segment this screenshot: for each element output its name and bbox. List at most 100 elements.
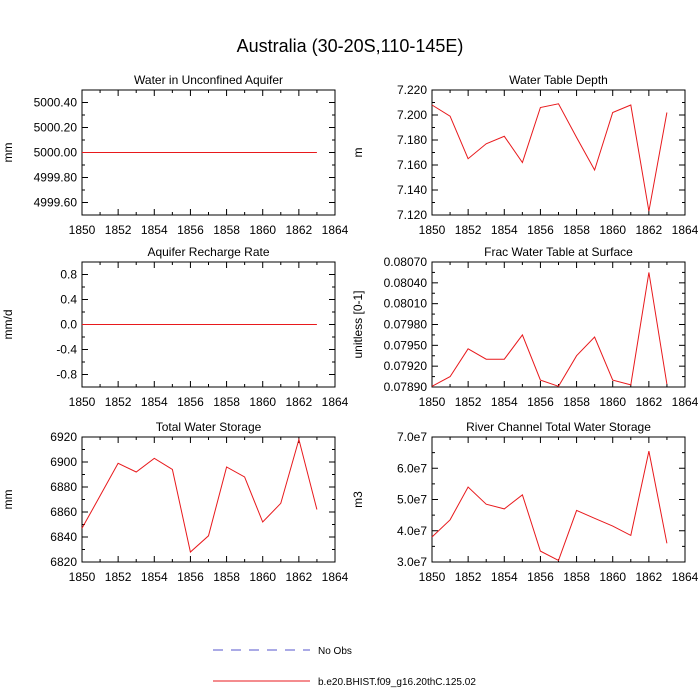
x-tick-label: 1854 bbox=[141, 395, 168, 409]
x-tick-label: 1858 bbox=[213, 395, 240, 409]
y-tick-label: 0.08040 bbox=[384, 276, 428, 290]
x-tick-label: 1860 bbox=[249, 395, 276, 409]
x-tick-label: 1860 bbox=[599, 570, 626, 584]
x-tick-label: 1854 bbox=[491, 223, 518, 237]
y-axis-label: mm bbox=[1, 143, 15, 163]
x-tick-label: 1852 bbox=[455, 223, 482, 237]
y-tick-label: 0.08070 bbox=[384, 255, 428, 269]
plot-frame bbox=[81, 436, 336, 563]
chart-panel-5: Total Water Storage mm 1850 1852 1854 1856 185… bbox=[1, 420, 349, 584]
y-tick-label: 0.0 bbox=[60, 318, 77, 332]
x-tick-label: 1862 bbox=[286, 223, 313, 237]
y-tick-label: 4999.60 bbox=[34, 196, 78, 210]
x-tick-label: 1858 bbox=[213, 570, 240, 584]
x-tick-label: 1854 bbox=[141, 223, 168, 237]
x-tick-label: 1862 bbox=[636, 223, 663, 237]
y-tick-label: 0.8 bbox=[60, 268, 77, 282]
y-tick-label: -0.8 bbox=[56, 368, 77, 382]
chart-panel-4: Frac Water Table at Surface unitless [0-1… bbox=[351, 245, 699, 409]
chart-panel-3: Aquifer Recharge Rate mm/d 1850 1852 1854 185… bbox=[1, 245, 349, 409]
x-tick-label: 1864 bbox=[672, 395, 699, 409]
chart-title: River Channel Total Water Storage bbox=[466, 420, 651, 434]
x-tick-label: 1862 bbox=[636, 570, 663, 584]
legend-label: No Obs bbox=[318, 646, 352, 657]
x-tick-label: 1858 bbox=[563, 395, 590, 409]
chart-panel-1: Water in Unconfined Aquifer mm 1850 1852 185… bbox=[1, 73, 349, 237]
x-tick-label: 1852 bbox=[105, 570, 132, 584]
x-tick-label: 1856 bbox=[177, 223, 204, 237]
y-tick-label: 0.07890 bbox=[384, 380, 428, 394]
x-tick-label: 1850 bbox=[419, 570, 446, 584]
chart-title: Water in Unconfined Aquifer bbox=[134, 73, 283, 87]
y-tick-label: 5000.40 bbox=[34, 96, 78, 110]
y-tick-label: 7.140 bbox=[397, 183, 427, 197]
chart-title: Frac Water Table at Surface bbox=[484, 245, 633, 259]
y-tick-label: 4999.80 bbox=[34, 171, 78, 185]
x-tick-label: 1860 bbox=[599, 395, 626, 409]
y-tick-label: 6820 bbox=[50, 555, 77, 569]
x-tick-label: 1856 bbox=[527, 570, 554, 584]
x-tick-label: 1858 bbox=[213, 223, 240, 237]
y-tick-label: 0.07950 bbox=[384, 338, 428, 352]
y-tick-label: 7.180 bbox=[397, 133, 427, 147]
y-tick-label: 0.07920 bbox=[384, 359, 428, 373]
x-tick-label: 1860 bbox=[249, 570, 276, 584]
y-tick-label: 5.0e7 bbox=[397, 493, 427, 507]
y-tick-label: 7.160 bbox=[397, 158, 427, 172]
x-tick-label: 1860 bbox=[599, 223, 626, 237]
y-tick-label: 7.200 bbox=[397, 108, 427, 122]
chart-title: Total Water Storage bbox=[156, 420, 262, 434]
x-tick-label: 1850 bbox=[69, 570, 96, 584]
x-tick-label: 1858 bbox=[563, 570, 590, 584]
y-tick-label: 6900 bbox=[50, 455, 77, 469]
y-axis-label: m bbox=[351, 148, 365, 158]
series-line bbox=[431, 103, 668, 212]
x-tick-label: 1850 bbox=[419, 223, 446, 237]
y-tick-label: 6880 bbox=[50, 480, 77, 494]
y-axis-label: mm/d bbox=[1, 310, 15, 340]
x-tick-label: 1850 bbox=[419, 395, 446, 409]
x-tick-label: 1864 bbox=[322, 570, 349, 584]
x-tick-label: 1854 bbox=[491, 570, 518, 584]
chart-title: Water Table Depth bbox=[509, 73, 608, 87]
x-tick-label: 1856 bbox=[527, 395, 554, 409]
chart-title: Aquifer Recharge Rate bbox=[147, 245, 269, 259]
y-axis-label: m3 bbox=[351, 491, 365, 508]
y-tick-label: 7.220 bbox=[397, 83, 427, 97]
y-tick-label: 0.4 bbox=[60, 293, 77, 307]
x-tick-label: 1860 bbox=[249, 223, 276, 237]
x-tick-label: 1856 bbox=[177, 570, 204, 584]
series-line bbox=[431, 272, 668, 387]
legend-label: b.e20.BHIST.f09_g16.20thC.125.02 bbox=[318, 677, 476, 688]
x-tick-label: 1864 bbox=[322, 395, 349, 409]
y-tick-label: 0.08010 bbox=[384, 297, 428, 311]
x-tick-label: 1854 bbox=[141, 570, 168, 584]
x-tick-label: 1862 bbox=[286, 395, 313, 409]
series-line bbox=[431, 450, 668, 562]
y-tick-label: 5000.20 bbox=[34, 121, 78, 135]
x-tick-label: 1864 bbox=[322, 223, 349, 237]
y-tick-label: 3.0e7 bbox=[397, 555, 427, 569]
x-tick-label: 1864 bbox=[672, 570, 699, 584]
y-tick-label: 5000.00 bbox=[34, 146, 78, 160]
x-tick-label: 1854 bbox=[491, 395, 518, 409]
y-tick-label: 6920 bbox=[50, 430, 77, 444]
series-line bbox=[81, 437, 318, 553]
x-tick-label: 1850 bbox=[69, 395, 96, 409]
y-tick-label: 6860 bbox=[50, 505, 77, 519]
y-axis-label: mm bbox=[1, 490, 15, 510]
x-tick-label: 1850 bbox=[69, 223, 96, 237]
x-tick-label: 1852 bbox=[105, 223, 132, 237]
x-tick-label: 1864 bbox=[672, 223, 699, 237]
legend: No Obs b.e20.BHIST.f09_g16.20thC.125.02 bbox=[213, 646, 476, 688]
y-tick-label: 0.07980 bbox=[384, 318, 428, 332]
x-tick-label: 1856 bbox=[177, 395, 204, 409]
x-tick-label: 1856 bbox=[527, 223, 554, 237]
x-tick-label: 1862 bbox=[636, 395, 663, 409]
plot-frame bbox=[431, 89, 686, 216]
page-title: Australia (30-20S,110-145E) bbox=[236, 36, 464, 56]
y-tick-label: 6840 bbox=[50, 530, 77, 544]
x-tick-label: 1862 bbox=[286, 570, 313, 584]
plot-frame bbox=[431, 436, 686, 563]
